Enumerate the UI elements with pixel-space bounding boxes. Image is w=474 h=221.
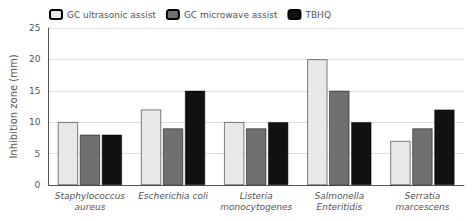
svg-text:TBHQ: TBHQ — [304, 10, 331, 20]
svg-text:10: 10 — [29, 117, 41, 127]
svg-text:Enteritidis: Enteritidis — [317, 202, 363, 212]
svg-text:Listeria: Listeria — [240, 191, 273, 201]
svg-text:Inhibition zone (mm): Inhibition zone (mm) — [8, 54, 19, 158]
svg-text:Escherichia coli: Escherichia coli — [138, 191, 208, 201]
svg-text:Staphylococcus: Staphylococcus — [55, 191, 126, 201]
svg-text:GC ultrasonic assist: GC ultrasonic assist — [67, 10, 156, 20]
svg-text:aureus: aureus — [74, 202, 105, 212]
svg-text:Salmonella: Salmonella — [314, 191, 364, 201]
svg-text:5: 5 — [35, 149, 41, 159]
svg-text:0: 0 — [35, 180, 41, 190]
svg-text:Serratia: Serratia — [405, 191, 441, 201]
svg-text:GC microwave assist: GC microwave assist — [184, 10, 278, 20]
svg-text:marcescens: marcescens — [395, 202, 449, 212]
svg-text:25: 25 — [29, 23, 40, 33]
svg-text:15: 15 — [29, 86, 40, 96]
svg-text:monocytogenes: monocytogenes — [220, 202, 292, 212]
svg-text:20: 20 — [29, 54, 41, 64]
